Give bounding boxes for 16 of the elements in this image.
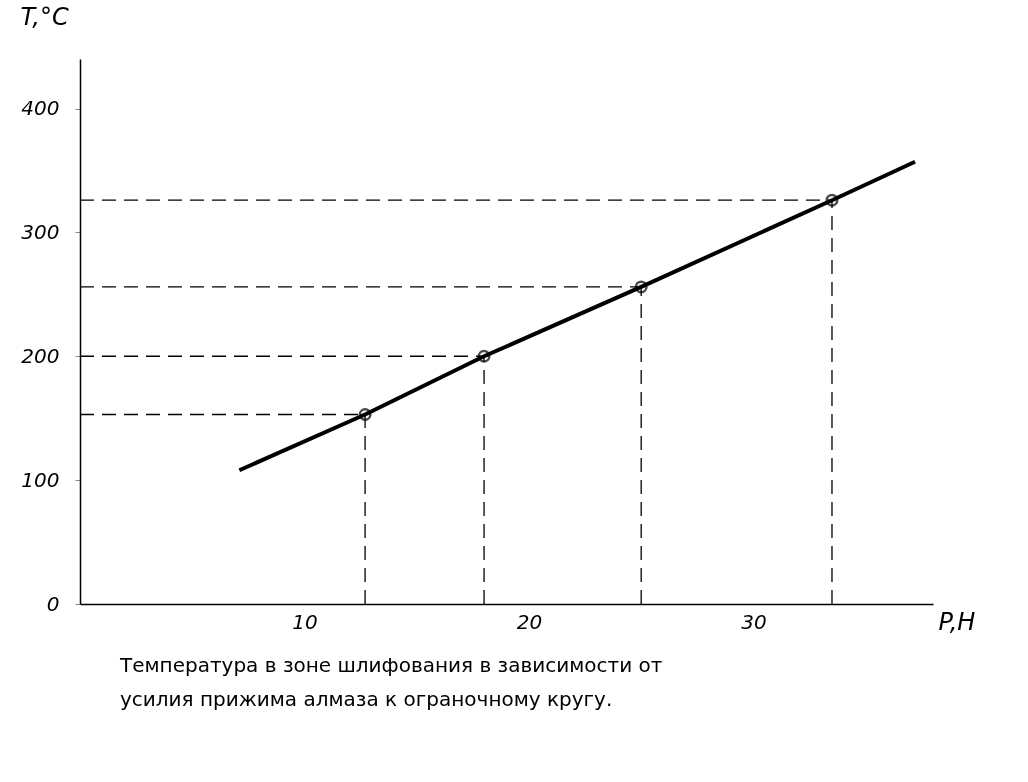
y-axis-title: T,°C	[20, 2, 69, 31]
x-tick-label: 30	[741, 609, 767, 634]
y-tick-label: 200	[21, 343, 60, 368]
x-axis-title: P,H	[938, 607, 976, 636]
text: усилия прижима алмаза к ограночному кругу.	[120, 687, 613, 711]
point	[825, 193, 839, 207]
point	[634, 280, 648, 294]
x-tick-label: 10	[292, 609, 318, 634]
x-tick-label: 20	[516, 609, 543, 634]
y-tick-label: 400	[21, 96, 60, 121]
y-tick-label: 300	[21, 219, 60, 244]
y-tick-label: 100	[21, 467, 60, 492]
y-tick-label: 0	[46, 591, 60, 616]
text: Температура в зоне шлифования в зависимости от	[119, 653, 663, 677]
point	[358, 408, 372, 421]
point	[477, 349, 491, 363]
